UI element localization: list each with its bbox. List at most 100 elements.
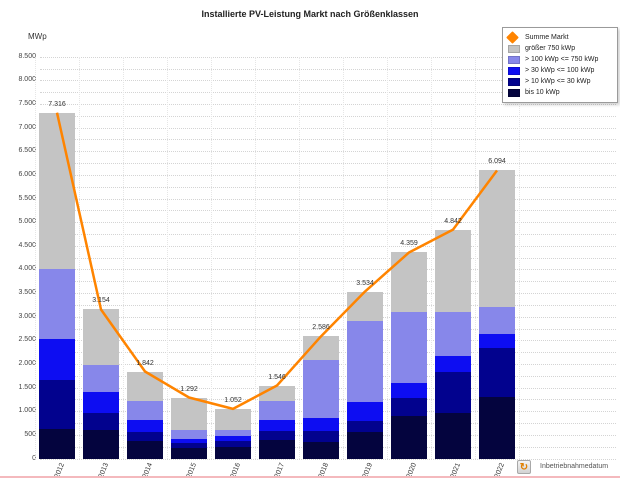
bar-segment[interactable]: [347, 402, 383, 421]
bar-segment[interactable]: [303, 441, 339, 459]
calendar-refresh-icon[interactable]: ↻: [517, 460, 531, 474]
bar-segment[interactable]: [347, 291, 383, 322]
bar-segment[interactable]: [259, 401, 295, 420]
h-gridline: [40, 245, 616, 247]
bar-segment[interactable]: [479, 396, 515, 459]
bar-segment[interactable]: [391, 382, 427, 399]
bar-segment[interactable]: [391, 415, 427, 459]
h-gridline: [40, 174, 616, 176]
bar-segment[interactable]: [215, 447, 251, 459]
bar-segment[interactable]: [303, 359, 339, 419]
bar-segment[interactable]: [171, 443, 207, 448]
bar-segment[interactable]: [83, 309, 119, 366]
legend-item: Summe Markt: [506, 31, 612, 44]
v-gridline: [167, 56, 168, 459]
bar-segment[interactable]: [435, 356, 471, 373]
bar-segment[interactable]: [39, 379, 75, 429]
h-gridline: [40, 115, 616, 117]
sheet-divider-line: [0, 476, 620, 478]
bar-segment[interactable]: [259, 431, 295, 440]
bar-segment[interactable]: [479, 307, 515, 335]
color-swatch-icon: [508, 44, 520, 53]
v-gridline: [475, 56, 476, 459]
summe-markt-line: [55, 112, 499, 411]
line-point-label: 4.842: [444, 217, 462, 225]
h-gridline: [40, 56, 616, 58]
bar-segment[interactable]: [435, 372, 471, 414]
bar-segment[interactable]: [83, 430, 119, 459]
bar-segment[interactable]: [127, 432, 163, 442]
y-tick-label: 1.000: [18, 407, 36, 415]
line-point-label: 1.292: [180, 385, 198, 393]
bar-segment[interactable]: [127, 371, 163, 402]
v-gridline: [343, 56, 344, 459]
v-gridline: [519, 56, 520, 459]
line-point-label: 4.359: [400, 240, 418, 248]
legend-label: > 100 kWp <= 750 kWp: [525, 56, 599, 63]
bar-segment[interactable]: [39, 338, 75, 380]
bar-segment[interactable]: [391, 398, 427, 416]
bar-segment[interactable]: [479, 170, 515, 308]
h-gridline: [40, 186, 616, 188]
bar-segment[interactable]: [83, 365, 119, 392]
bar-segment[interactable]: [127, 401, 163, 420]
line-point-label: 1.842: [136, 359, 154, 367]
h-gridline: [40, 257, 616, 259]
bar-segment[interactable]: [83, 413, 119, 431]
legend: Summe Markt größer 750 kWp > 100 kWp <= 75…: [502, 27, 618, 103]
y-tick-label: 7.000: [18, 123, 36, 131]
color-swatch-icon: [508, 88, 520, 97]
color-swatch-icon: [508, 66, 520, 75]
bar-segment[interactable]: [303, 431, 339, 442]
y-tick-label: 2.500: [18, 336, 36, 344]
bar-segment[interactable]: [435, 229, 471, 313]
bar-segment[interactable]: [479, 348, 515, 397]
bar-segment[interactable]: [127, 441, 163, 459]
bar-segment[interactable]: [303, 336, 339, 360]
bar-segment[interactable]: [215, 436, 251, 441]
bar-segment[interactable]: [215, 408, 251, 430]
bar-segment[interactable]: [39, 112, 75, 270]
y-tick-label: 6.000: [18, 170, 36, 178]
y-tick-label: 8.500: [18, 52, 36, 60]
y-tick-label: 1.500: [18, 383, 36, 391]
bar-segment[interactable]: [259, 439, 295, 459]
color-swatch-icon: [508, 77, 520, 86]
legend-item: bis 10 kWp: [508, 87, 612, 98]
bar-segment[interactable]: [347, 321, 383, 403]
bar-segment[interactable]: [347, 420, 383, 433]
h-gridline: [40, 234, 616, 235]
y-tick-label: 3.500: [18, 289, 36, 297]
bar-segment[interactable]: [171, 429, 207, 439]
chart-title: Installierte PV-Leistung Markt nach Größ…: [201, 9, 419, 19]
legend-item: > 10 kWp <= 30 kWp: [508, 76, 612, 87]
bar-segment[interactable]: [215, 440, 251, 448]
bar-segment[interactable]: [39, 269, 75, 339]
line-point-label: 3.534: [356, 279, 374, 287]
y-tick-label: 5.500: [18, 194, 36, 202]
bar-segment[interactable]: [171, 397, 207, 430]
bar-segment[interactable]: [259, 419, 295, 432]
v-gridline: [211, 56, 212, 459]
y-tick-label: 7.500: [18, 99, 36, 107]
line-point-label: 7.316: [48, 100, 66, 108]
h-gridline: [40, 68, 616, 70]
bar-segment[interactable]: [435, 413, 471, 459]
legend-label: > 30 kWp <= 100 kWp: [525, 67, 595, 74]
y-tick-label: 6.500: [18, 147, 36, 155]
line-point-label: 1.052: [224, 396, 242, 404]
bar-segment[interactable]: [215, 429, 251, 437]
bar-segment[interactable]: [303, 418, 339, 432]
bar-segment[interactable]: [435, 312, 471, 357]
bar-segment[interactable]: [171, 447, 207, 459]
bar-segment[interactable]: [391, 312, 427, 383]
line-point-label: 2.586: [312, 324, 330, 332]
bar-segment[interactable]: [39, 428, 75, 459]
bar-segment[interactable]: [83, 391, 119, 414]
v-gridline: [123, 56, 124, 459]
bar-segment[interactable]: [171, 438, 207, 444]
bar-segment[interactable]: [479, 334, 515, 349]
bar-segment[interactable]: [347, 432, 383, 459]
bar-segment[interactable]: [127, 419, 163, 433]
